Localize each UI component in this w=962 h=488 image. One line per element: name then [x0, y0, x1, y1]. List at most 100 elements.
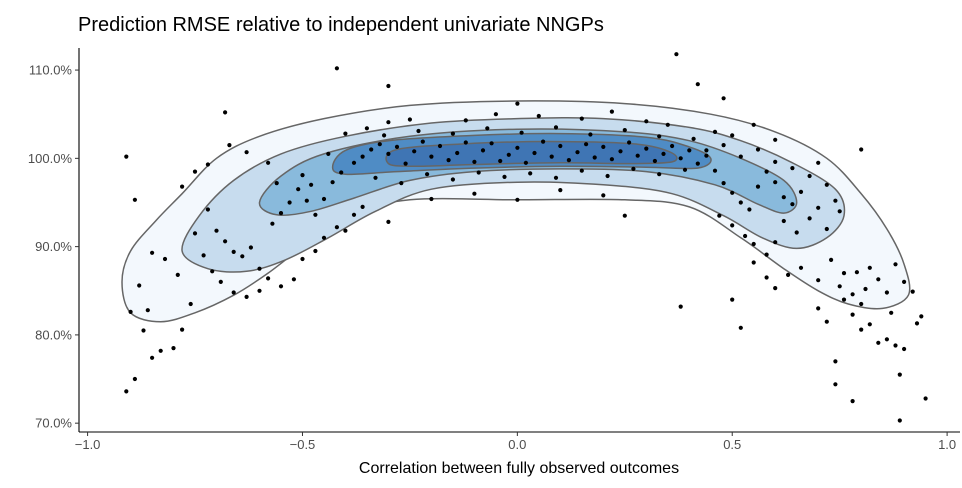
data-point	[631, 166, 636, 171]
x-tick-label: −0.5	[290, 437, 316, 452]
data-point	[463, 140, 468, 145]
data-point	[764, 275, 769, 280]
data-point	[437, 143, 443, 149]
data-point	[278, 284, 284, 289]
data-point	[618, 149, 623, 154]
data-point	[351, 160, 357, 165]
data-point	[214, 228, 219, 233]
data-point	[403, 161, 408, 166]
data-point	[807, 216, 812, 221]
density-contour-5	[385, 140, 678, 168]
data-point	[807, 173, 812, 179]
data-point	[429, 154, 434, 159]
data-point	[523, 160, 529, 165]
data-point	[841, 297, 847, 302]
data-point	[833, 382, 838, 387]
data-point	[171, 346, 176, 351]
data-point	[407, 117, 412, 122]
data-point	[893, 343, 898, 348]
data-point	[549, 154, 554, 159]
data-point	[644, 119, 649, 124]
data-point	[132, 197, 137, 202]
data-point	[773, 159, 778, 164]
data-point	[687, 148, 692, 153]
data-point	[541, 139, 546, 144]
data-point	[893, 262, 898, 267]
data-point	[622, 213, 627, 218]
data-point	[223, 239, 228, 244]
data-point	[476, 170, 481, 175]
data-point	[764, 169, 769, 174]
data-point	[175, 272, 180, 277]
data-point	[884, 337, 890, 342]
data-point	[798, 189, 804, 194]
data-point	[867, 265, 872, 270]
data-point	[300, 173, 305, 178]
data-point	[558, 143, 563, 149]
data-point	[218, 279, 223, 284]
data-point	[824, 226, 829, 232]
data-point	[859, 327, 864, 332]
data-point	[124, 389, 129, 394]
data-point	[833, 359, 838, 364]
data-point	[425, 172, 430, 177]
data-point	[493, 112, 498, 117]
data-point	[794, 230, 799, 235]
data-point	[287, 200, 292, 205]
data-point	[257, 288, 262, 293]
data-point	[859, 301, 864, 307]
axes: 70.0% 80.0% 90.0% 100.0% 110.0% −1.0 −0.5 0.0 0.…	[28, 48, 960, 452]
data-point	[919, 314, 924, 319]
data-point	[506, 152, 511, 157]
data-point	[755, 184, 761, 189]
data-point	[480, 148, 486, 153]
data-point	[781, 218, 786, 224]
data-point	[386, 83, 391, 89]
data-point	[837, 209, 842, 214]
data-point	[201, 253, 206, 258]
data-point	[850, 399, 855, 404]
x-tick-label: 0.5	[723, 437, 741, 452]
data-point	[270, 221, 275, 226]
data-point	[876, 340, 881, 345]
data-point	[682, 167, 688, 172]
x-tick-label: 1.0	[938, 437, 956, 452]
data-point	[553, 175, 559, 180]
data-point	[816, 205, 821, 210]
data-point	[274, 181, 279, 186]
data-point	[364, 126, 369, 131]
data-point	[343, 228, 348, 233]
data-point	[854, 270, 860, 275]
data-point	[446, 158, 451, 163]
data-point	[721, 143, 726, 148]
data-point	[386, 120, 391, 125]
y-tick-label: 80.0%	[35, 327, 72, 342]
data-point	[829, 257, 834, 262]
chart-title: Prediction RMSE relative to independent …	[78, 14, 604, 36]
data-point	[747, 207, 752, 212]
data-point	[463, 118, 468, 123]
data-point	[515, 145, 520, 150]
data-point	[773, 286, 778, 291]
data-point	[824, 182, 829, 187]
data-point	[382, 133, 387, 138]
data-point	[657, 172, 662, 177]
data-point	[515, 197, 520, 202]
data-point	[695, 82, 700, 87]
data-point	[502, 174, 507, 179]
data-point	[876, 277, 881, 282]
data-point	[773, 137, 778, 142]
data-point	[678, 304, 683, 309]
data-point	[897, 372, 902, 377]
data-point	[188, 301, 193, 307]
data-point	[394, 144, 400, 149]
data-point	[786, 272, 791, 277]
data-point	[622, 128, 627, 133]
data-point	[150, 355, 155, 360]
data-point	[291, 277, 296, 282]
data-point	[450, 131, 455, 136]
data-point	[751, 241, 756, 247]
data-point	[670, 143, 675, 149]
data-point	[313, 212, 318, 217]
data-point	[515, 101, 520, 106]
